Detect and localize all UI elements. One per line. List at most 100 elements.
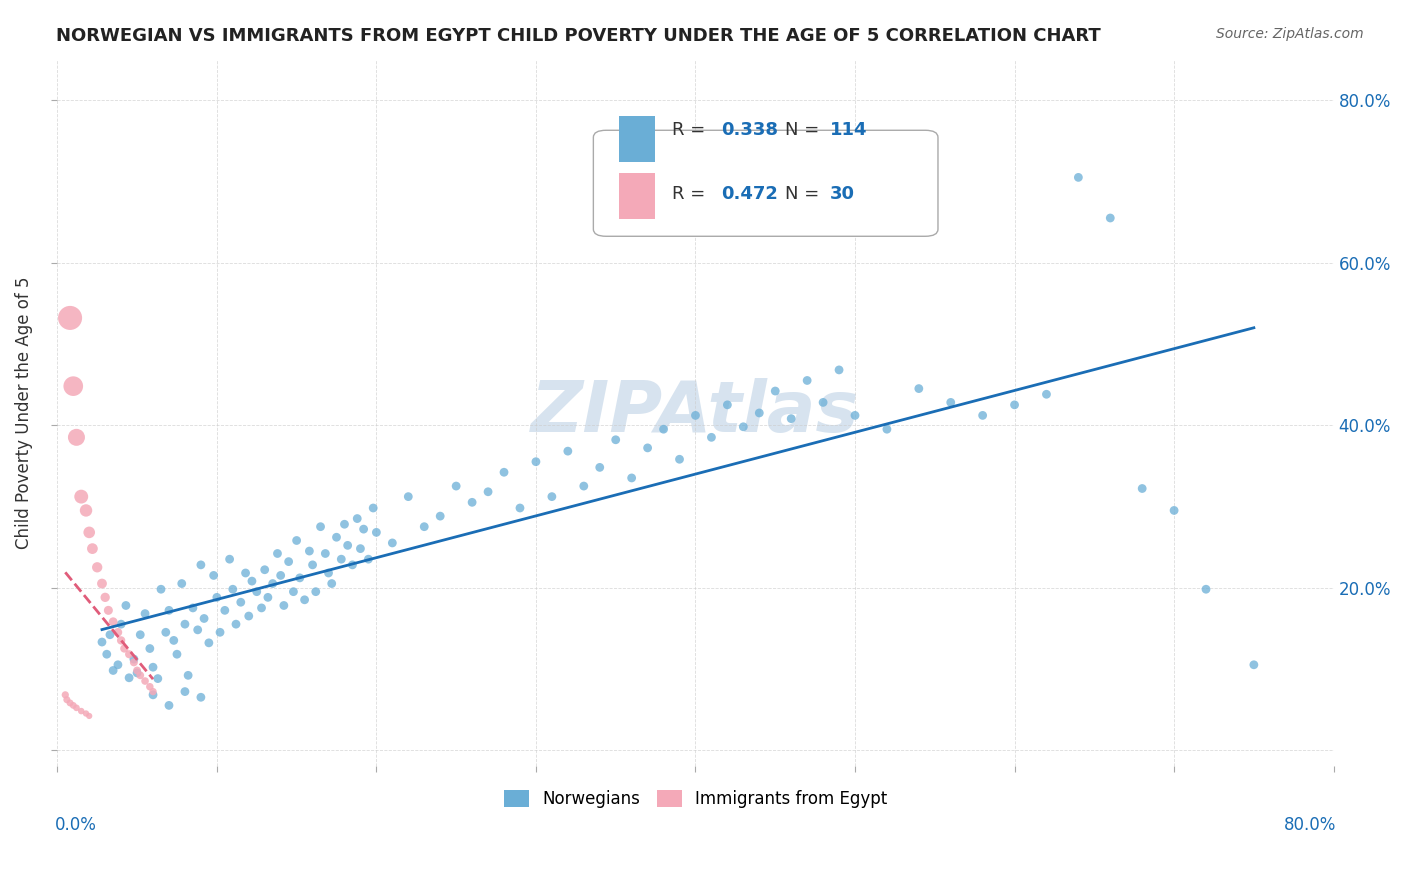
Point	[240, 574, 263, 588]
Point	[1004, 398, 1026, 412]
Point	[1130, 482, 1153, 496]
Point	[285, 533, 308, 548]
Point	[163, 633, 186, 648]
Point	[357, 552, 380, 566]
Point	[253, 563, 276, 577]
Text: 30: 30	[830, 185, 855, 202]
Point	[125, 665, 148, 680]
Point	[589, 460, 612, 475]
Point	[444, 479, 467, 493]
Text: N =: N =	[785, 121, 825, 139]
Point	[349, 541, 371, 556]
Text: NORWEGIAN VS IMMIGRANTS FROM EGYPT CHILD POVERTY UNDER THE AGE OF 5 CORRELATION : NORWEGIAN VS IMMIGRANTS FROM EGYPT CHILD…	[56, 27, 1101, 45]
Point	[524, 455, 547, 469]
Point	[190, 558, 212, 572]
Point	[318, 566, 340, 580]
Point	[91, 576, 114, 591]
Point	[1243, 657, 1265, 672]
Point	[1163, 503, 1185, 517]
Point	[198, 636, 221, 650]
Point	[202, 568, 225, 582]
Point	[301, 558, 323, 572]
Point	[294, 592, 316, 607]
Point	[1067, 170, 1090, 185]
Point	[98, 628, 121, 642]
Point	[75, 503, 97, 517]
Point	[972, 409, 994, 423]
Point	[620, 471, 643, 485]
Point	[65, 701, 87, 715]
Text: 0.472: 0.472	[721, 185, 778, 202]
Point	[77, 525, 100, 540]
Point	[270, 568, 292, 582]
Point	[96, 647, 118, 661]
Point	[1195, 582, 1218, 597]
Point	[118, 647, 141, 661]
Point	[235, 566, 257, 580]
Point	[142, 660, 165, 674]
Point	[366, 525, 388, 540]
Point	[101, 664, 124, 678]
Point	[748, 406, 770, 420]
Point	[59, 310, 82, 325]
Point	[187, 623, 209, 637]
Point	[115, 599, 138, 613]
Point	[342, 558, 364, 572]
Point	[107, 625, 129, 640]
Point	[257, 591, 280, 605]
Point	[107, 657, 129, 672]
Bar	[619, 173, 655, 219]
Text: 0.338: 0.338	[721, 121, 778, 139]
Point	[77, 709, 100, 723]
Point	[288, 571, 311, 585]
Point	[908, 382, 931, 396]
Text: Source: ZipAtlas.com: Source: ZipAtlas.com	[1216, 27, 1364, 41]
Point	[273, 599, 295, 613]
Point	[170, 576, 193, 591]
Point	[142, 688, 165, 702]
Point	[309, 519, 332, 533]
Point	[321, 576, 343, 591]
Point	[605, 433, 627, 447]
Point	[413, 519, 436, 533]
Point	[796, 374, 818, 388]
Point	[91, 635, 114, 649]
Point	[122, 652, 145, 666]
Point	[177, 668, 200, 682]
Point	[844, 409, 866, 423]
Text: 80.0%: 80.0%	[1284, 816, 1336, 834]
Point	[125, 664, 148, 678]
Point	[129, 668, 152, 682]
Point	[572, 479, 595, 493]
Point	[134, 607, 156, 621]
Y-axis label: Child Poverty Under the Age of 5: Child Poverty Under the Age of 5	[15, 277, 32, 549]
Point	[86, 560, 108, 574]
Point	[876, 422, 898, 436]
Point	[429, 509, 451, 524]
Point	[222, 582, 245, 597]
Point	[250, 601, 273, 615]
Point	[174, 617, 197, 632]
Point	[637, 441, 659, 455]
Point	[557, 444, 579, 458]
Point	[59, 696, 82, 710]
Point	[685, 409, 707, 423]
Point	[1035, 387, 1057, 401]
Point	[277, 555, 299, 569]
Point	[238, 609, 260, 624]
Point	[283, 584, 305, 599]
Point	[97, 603, 120, 617]
Point	[477, 484, 499, 499]
Text: R =: R =	[672, 185, 711, 202]
Point	[381, 536, 404, 550]
Point	[118, 671, 141, 685]
Point	[225, 617, 247, 632]
Point	[70, 704, 93, 718]
Text: 0.0%: 0.0%	[55, 816, 97, 834]
Point	[214, 603, 236, 617]
Point	[166, 647, 188, 661]
Point	[305, 584, 328, 599]
Point	[336, 538, 359, 552]
Point	[229, 595, 252, 609]
Point	[492, 465, 515, 479]
